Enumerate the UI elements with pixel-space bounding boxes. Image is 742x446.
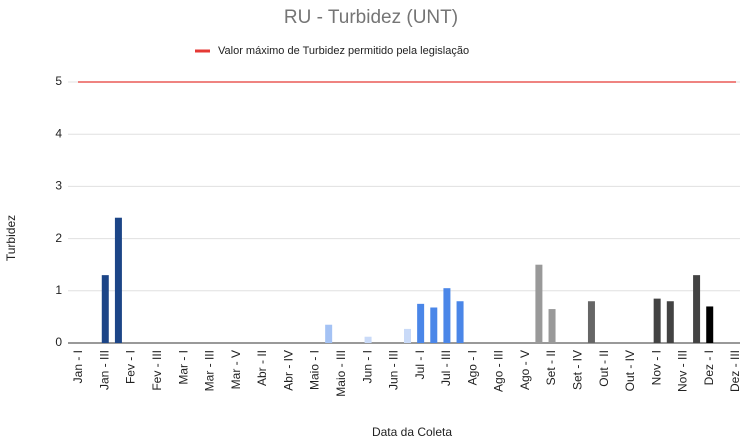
x-tick-label: Out - II: [597, 350, 611, 387]
x-tick-label: Ago - V: [518, 350, 532, 390]
x-tick-label: Mar - I: [176, 350, 190, 385]
bar: [548, 309, 556, 343]
bar: [666, 301, 674, 343]
bar: [430, 307, 438, 343]
bar: [114, 217, 122, 343]
chart-title: RU - Turbidez (UNT): [284, 7, 458, 28]
x-tick-label: Ago - III: [492, 350, 506, 392]
x-tick-label: Abr - IV: [281, 350, 295, 391]
bar: [404, 328, 411, 343]
bar: [417, 303, 425, 343]
x-tick-label: Mar - III: [203, 350, 217, 391]
bar: [653, 298, 661, 343]
y-tick-label: 4: [55, 126, 62, 140]
x-tick-label: Maio - I: [308, 350, 322, 390]
x-tick-label: Ago - I: [465, 350, 479, 385]
y-tick-label: 2: [55, 231, 62, 245]
bar: [364, 336, 372, 343]
bar: [587, 301, 595, 343]
x-tick-label: Maio - III: [334, 350, 348, 397]
y-tick-label: 3: [55, 179, 62, 193]
x-tick-label: Fev - I: [124, 350, 138, 384]
x-axis-label: Data da Coleta: [372, 425, 452, 439]
x-tick-label: Jan - I: [71, 350, 85, 383]
x-tick-label: Jan - III: [97, 350, 111, 390]
y-axis-label: Turbidez: [4, 215, 18, 261]
bar: [693, 275, 701, 343]
y-tick-label: 0: [55, 335, 62, 349]
x-tick-label: Mar - V: [229, 350, 243, 389]
x-tick-label: Nov - III: [676, 350, 690, 392]
x-tick-label: Abr - II: [255, 350, 269, 386]
bar: [101, 275, 109, 343]
x-tick-label: Dez - I: [702, 350, 716, 385]
bar: [535, 264, 543, 343]
x-tick-label: Out - IV: [623, 350, 637, 391]
x-tick-label: Set - II: [544, 350, 558, 385]
x-tick-label: Jul - III: [439, 350, 453, 386]
x-tick-label: Set - IV: [570, 350, 584, 390]
x-tick-label: Fev - III: [150, 350, 164, 391]
bar: [443, 288, 451, 343]
y-tick-label: 5: [55, 74, 62, 88]
x-tick-label: Jul - I: [413, 350, 427, 379]
x-tick-label: Jun - III: [387, 350, 401, 390]
y-tick-label: 1: [55, 283, 62, 297]
x-tick-label: Dez - III: [728, 350, 742, 392]
bar: [325, 324, 333, 343]
bar: [706, 306, 714, 343]
legend-label: Valor máximo de Turbidez permitido pela …: [218, 45, 469, 57]
x-tick-label: Jun - I: [360, 350, 374, 383]
bar: [456, 301, 464, 343]
x-tick-label: Nov - I: [649, 350, 663, 385]
